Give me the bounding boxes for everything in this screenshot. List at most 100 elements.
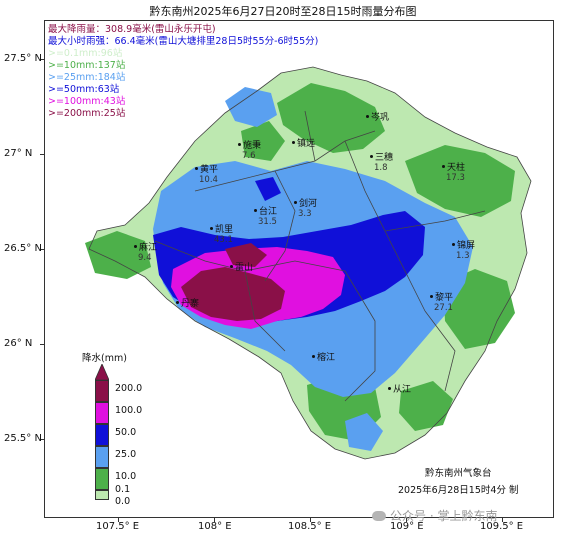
city-dot (238, 143, 241, 146)
city-name: 镇远 (297, 139, 316, 149)
legend-label: 10.0 (115, 471, 137, 482)
y-tickmark (40, 439, 44, 440)
station-count-line: >=10mm:137站 (48, 60, 126, 71)
rainfall-stats: 最大降雨量：308.9毫米(雷山永乐开屯) 最大小时雨强：66.4毫米(雷山大塘… (48, 24, 318, 120)
city-value: 10.4 (199, 175, 218, 185)
legend-label: 50.0 (115, 427, 137, 438)
city-value: 31.5 (258, 217, 277, 227)
max-hourly-text: 最大小时雨强：66.4毫米(雷山大塘排里28日5时55分-6时55分) (48, 36, 319, 47)
y-tickmark (40, 344, 44, 345)
x-tickmark (502, 518, 503, 522)
city-label: 麻江 9.4 (134, 240, 157, 263)
city-value: 3.3 (298, 209, 312, 219)
x-tick-label: 109.5° E (480, 521, 524, 532)
wechat-icon (372, 511, 386, 521)
station-count-line: >=25mm:184站 (48, 72, 126, 83)
y-tickmark (40, 154, 44, 155)
city-value: 17.3 (446, 173, 465, 183)
y-tickmark (40, 59, 44, 60)
city-value: 1.8 (374, 163, 388, 173)
city-label: 黎平 27.1 (430, 290, 453, 313)
max-rain-text: 最大降雨量：308.9毫米(雷山永乐开屯) (48, 24, 216, 35)
city-label: 岑巩 (366, 110, 389, 123)
legend-swatch-50 (95, 424, 109, 446)
city-dot (230, 265, 233, 268)
city-dot (292, 141, 295, 144)
city-value: 27.1 (434, 303, 453, 313)
city-value: 9.4 (138, 253, 152, 263)
legend-label: 0.0 (115, 496, 131, 507)
station-count-line: >=200mm:25站 (48, 108, 126, 119)
city-name: 天柱 (447, 163, 466, 173)
city-dot (312, 355, 315, 358)
city-dot (452, 243, 455, 246)
city-name: 榕江 (317, 353, 336, 363)
city-name: 从江 (393, 385, 412, 395)
city-dot (210, 227, 213, 230)
x-tick-label: 107.5° E (96, 521, 140, 532)
city-name: 三穗 (375, 153, 394, 163)
y-tick-label: 27° N (4, 148, 33, 159)
city-value: 43.1 (214, 235, 233, 245)
legend-label: 100.0 (115, 405, 143, 416)
watermark: 公众号 · 掌上黔东南 (372, 507, 497, 524)
issuer-label: 黔东南州气象台 (425, 468, 492, 479)
city-name: 麻江 (139, 243, 158, 253)
city-label: 从江 (388, 382, 411, 395)
city-name: 雷山 (235, 263, 254, 273)
city-label: 黄平 10.4 (195, 162, 218, 185)
city-label: 天柱 17.3 (442, 160, 465, 183)
station-count-line: >=100mm:43站 (48, 96, 126, 107)
legend-swatch-10 (95, 468, 109, 490)
city-label: 榕江 (312, 350, 335, 363)
city-label: 镇远 (292, 136, 315, 149)
city-name: 剑河 (299, 199, 318, 209)
city-label: 台江 31.5 (254, 204, 277, 227)
legend-label: 25.0 (115, 449, 137, 460)
watermark-text: 公众号 · 掌上黔东南 (390, 509, 498, 523)
y-tick-label: 26.5° N (4, 243, 42, 254)
city-dot (134, 245, 137, 248)
legend-swatch-200 (95, 380, 109, 402)
city-name: 施秉 (243, 141, 262, 151)
city-dot (294, 201, 297, 204)
city-dot (430, 295, 433, 298)
city-label: 施秉 7.6 (238, 138, 261, 161)
city-value: 7.6 (242, 151, 256, 161)
purple-200mm-region (181, 243, 285, 321)
city-dot (370, 155, 373, 158)
y-tick-label: 25.5° N (4, 433, 42, 444)
legend-label: 200.0 (115, 383, 143, 394)
city-dot (176, 301, 179, 304)
city-label: 雷山 (230, 260, 253, 273)
legend-swatch-25 (95, 446, 109, 468)
legend-label: 0.1 (115, 484, 131, 495)
city-label: 凯里 43.1 (210, 222, 233, 245)
x-tick-label: 109° E (390, 521, 424, 532)
city-dot (254, 209, 257, 212)
county-boundaries (88, 66, 532, 460)
legend-swatch-0-1 (95, 490, 109, 500)
city-dot (195, 167, 198, 170)
city-name: 凯里 (215, 225, 234, 235)
station-count-line: >=50mm:63站 (48, 84, 120, 95)
city-dot (366, 115, 369, 118)
y-tick-label: 26° N (4, 338, 33, 349)
map-title: 黔东南州2025年6月27日20时至28日15时雨量分布图 (149, 5, 417, 18)
city-name: 锦屏 (457, 241, 476, 251)
x-tick-label: 108.5° E (288, 521, 332, 532)
issued-time: 2025年6月28日15时4分 制 (398, 485, 519, 496)
city-name: 岑巩 (371, 113, 390, 123)
rainfall-map (85, 66, 532, 460)
x-tickmark (118, 518, 119, 522)
city-label: 锦屏 1.3 (452, 238, 475, 261)
x-tickmark (310, 518, 311, 522)
station-count-line: >=0.1mm:96站 (48, 48, 123, 59)
city-name: 丹寨 (181, 299, 200, 309)
legend-arrow (95, 364, 109, 380)
city-name: 台江 (259, 207, 278, 217)
city-dot (442, 165, 445, 168)
x-tick-label: 108° E (198, 521, 232, 532)
legend-title: 降水(mm) (82, 353, 127, 364)
city-name: 黄平 (200, 165, 219, 175)
